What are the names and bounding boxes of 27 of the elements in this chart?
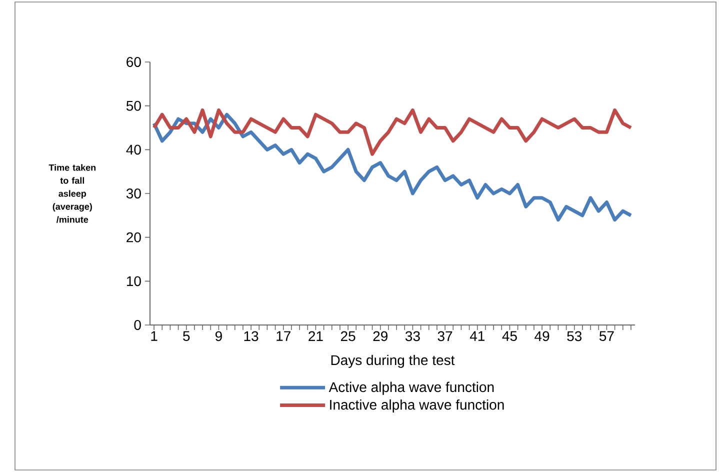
x-tick-label: 29 bbox=[373, 331, 388, 342]
x-tick-label: 25 bbox=[340, 331, 356, 342]
y-tick-label: 40 bbox=[126, 144, 141, 155]
y-tick-label: 20 bbox=[126, 232, 141, 242]
x-tick-label: 49 bbox=[534, 331, 550, 342]
y-tick-label: 10 bbox=[126, 276, 141, 286]
y-tick-label: 0 bbox=[134, 320, 141, 330]
x-tick-label: 57 bbox=[599, 331, 614, 341]
x-tick-label: 45 bbox=[502, 331, 517, 341]
x-axis-title: Days during the test bbox=[331, 354, 455, 368]
x-tick-label: 9 bbox=[215, 331, 222, 342]
x-tick-label: 41 bbox=[470, 331, 484, 341]
line-series bbox=[152, 108, 633, 156]
y-tick-label: 50 bbox=[126, 100, 141, 111]
y-tick-label: 60 bbox=[126, 57, 141, 67]
legend-label: Active alpha wave function bbox=[328, 382, 494, 395]
y-tick-label: 30 bbox=[126, 188, 141, 198]
x-tick-label: 33 bbox=[405, 331, 420, 342]
x-tick-label: 17 bbox=[276, 331, 290, 341]
x-tick-label: 13 bbox=[244, 331, 258, 342]
y-axis-title: Time taken to fall asleep (average) /minute bbox=[48, 164, 96, 223]
x-tick-label: 5 bbox=[183, 331, 190, 341]
legend-label: Inactive alpha wave function bbox=[330, 399, 504, 412]
x-tick-label: 53 bbox=[567, 331, 582, 342]
x-tick-label: 21 bbox=[308, 331, 323, 341]
x-tick-label: 37 bbox=[438, 331, 452, 342]
x-tick-label: 1 bbox=[151, 331, 158, 341]
